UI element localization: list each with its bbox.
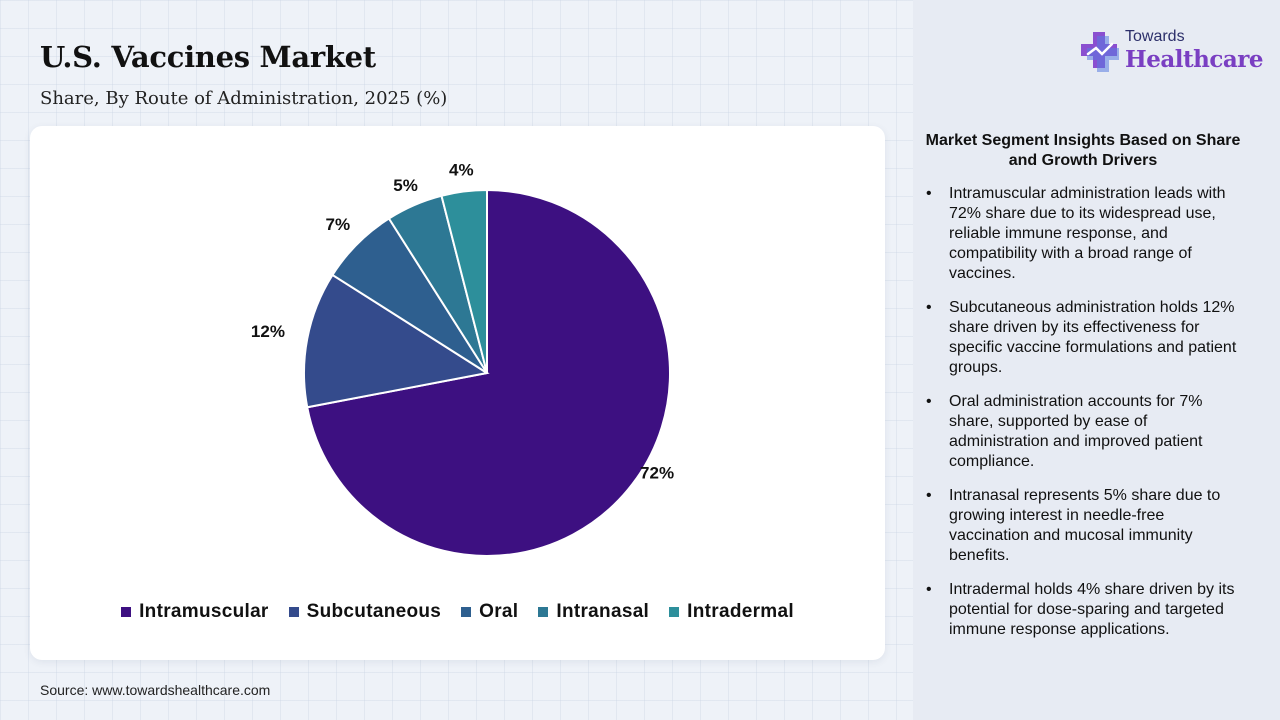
legend-swatch [461, 607, 472, 617]
insights-heading: Market Segment Insights Based on Share a… [925, 132, 1241, 169]
insight-text: Intranasal represents 5% share due to gr… [949, 487, 1221, 564]
legend-item-intranasal: Intranasal [538, 601, 649, 623]
insight-item: • Intradermal holds 4% share driven by it… [925, 580, 1245, 640]
data-label-intranasal: 5% [393, 176, 418, 195]
insights-list: • Intramuscular administration leads with… [925, 184, 1245, 654]
legend-label: Subcutaneous [306, 601, 442, 622]
legend-swatch [669, 607, 680, 617]
legend-label: Intramuscular [139, 601, 269, 622]
insight-item: • Oral administration accounts for 7% sha… [925, 392, 1245, 472]
insight-item: • Intramuscular administration leads with… [925, 184, 1245, 284]
legend-swatch [288, 607, 299, 617]
bullet-icon: • [926, 393, 932, 410]
data-label-intradermal: 4% [449, 161, 474, 180]
legend-label: Oral [479, 601, 519, 622]
logo-text-top: Towards [1125, 28, 1185, 45]
data-label-oral: 7% [326, 215, 351, 234]
legend-item-intramuscular: Intramuscular [121, 601, 269, 623]
insight-text: Intramuscular administration leads with … [949, 185, 1226, 282]
brand-logo: Towards Healthcare [1080, 28, 1264, 78]
insight-text: Subcutaneous administration holds 12% sh… [949, 299, 1237, 376]
bullet-icon: • [926, 487, 932, 504]
bullet-icon: • [926, 299, 932, 316]
chart-title: U.S. Vaccines Market [40, 40, 376, 74]
legend-label: Intranasal [556, 601, 650, 622]
medical-cross-icon [1081, 32, 1119, 72]
chart-card: 72% 12% 7% 5% 4% Intramuscular Subcutaneous Or… [30, 126, 885, 660]
insights-panel [913, 0, 1280, 720]
logo-text-bottom: Healthcare [1125, 46, 1264, 73]
insight-text: Oral administration accounts for 7% shar… [949, 393, 1203, 470]
insight-item: • Intranasal represents 5% share due to g… [925, 486, 1245, 566]
pie-slice-subcutaneous [303, 273, 490, 409]
legend-item-intradermal: Intradermal [669, 601, 794, 623]
bullet-icon: • [926, 581, 932, 598]
chart-legend: Intramuscular Subcutaneous Oral Intranasal I… [30, 601, 885, 623]
insight-text: Intradermal holds 4% share driven by its… [949, 581, 1235, 638]
pie-chart: 72% 12% 7% 5% 4% [251, 161, 674, 557]
legend-swatch [121, 607, 132, 617]
pie-slice-intradermal [440, 188, 488, 374]
source-note: Source: www.towardshealthcare.com [40, 682, 271, 698]
legend-item-oral: Oral [461, 601, 518, 623]
legend-label: Intradermal [687, 601, 794, 622]
data-label-subcutaneous: 12% [251, 322, 285, 341]
data-label-intramuscular: 72% [640, 463, 674, 482]
chart-subtitle: Share, By Route of Administration, 2025 … [40, 88, 448, 109]
insight-item: • Subcutaneous administration holds 12% s… [925, 298, 1245, 378]
legend-item-subcutaneous: Subcutaneous [288, 601, 442, 623]
legend-swatch [538, 607, 549, 617]
bullet-icon: • [926, 185, 932, 202]
